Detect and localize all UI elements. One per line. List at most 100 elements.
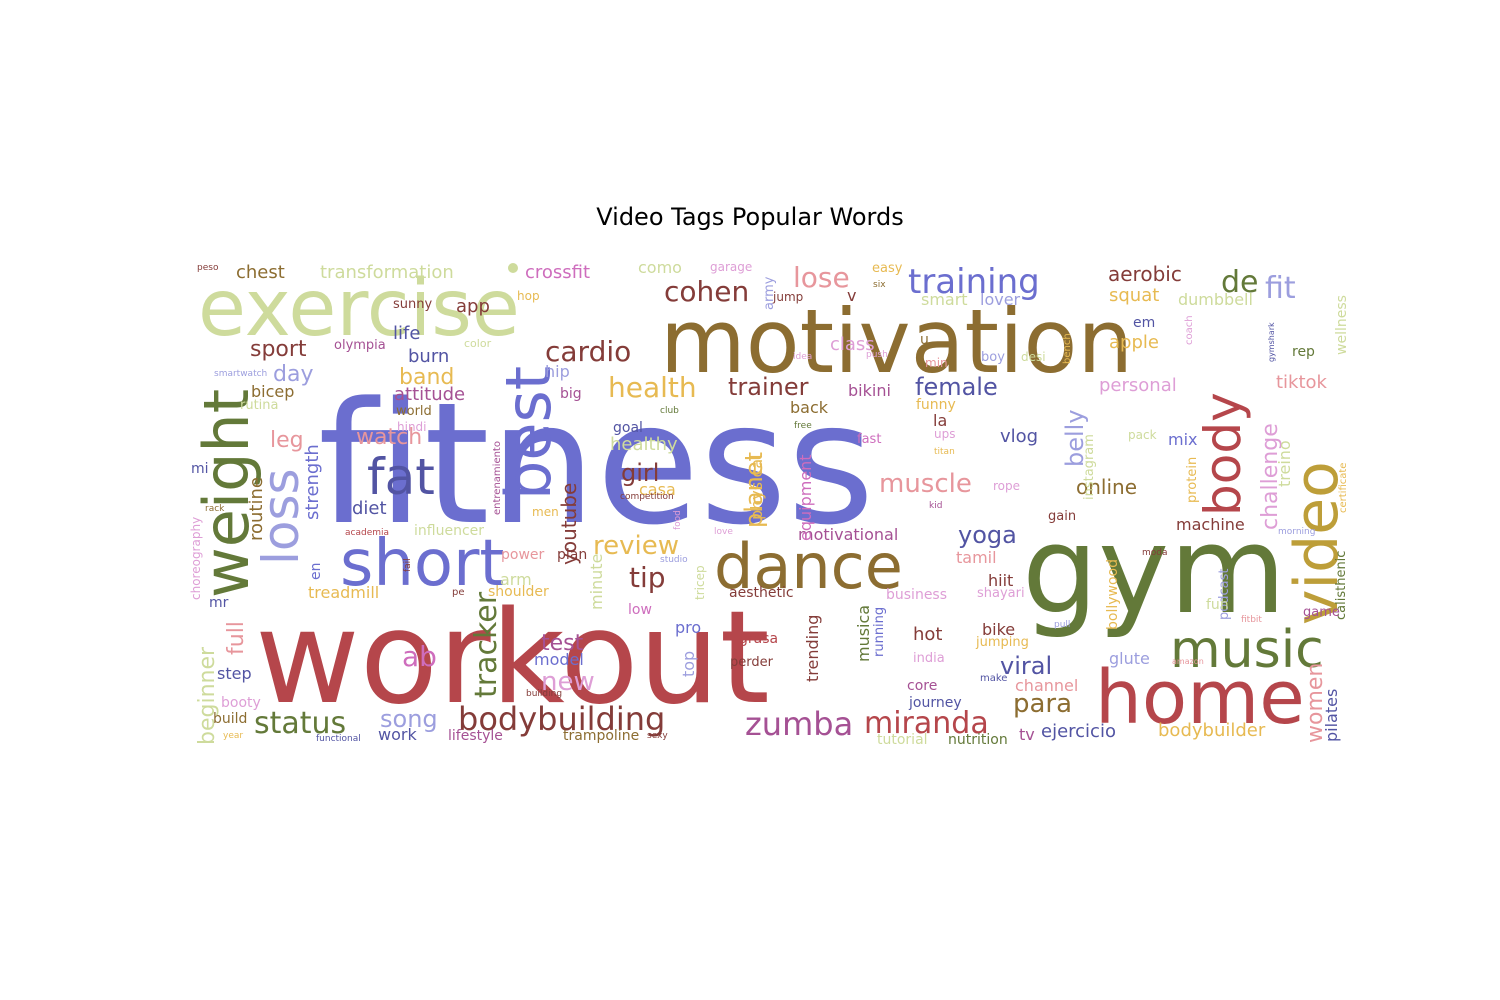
word-glute: glute (1109, 649, 1150, 668)
word-rack: rack (205, 504, 225, 514)
word-titan: titan (934, 447, 955, 457)
word-competition: competition (620, 492, 674, 502)
word-hop: hop (517, 289, 540, 303)
word-crossfit: crossfit (525, 262, 590, 283)
word-cardio: cardio (545, 335, 631, 368)
word-smartwatch: smartwatch (214, 369, 267, 379)
word-perder: perder (730, 655, 774, 670)
word-gym: gym (1022, 502, 1286, 641)
word-day: day (273, 362, 313, 387)
word-choreography: choreography (189, 517, 203, 600)
word-mi: mi (191, 461, 209, 477)
word-core: core (907, 678, 937, 694)
word-burn: burn (408, 346, 449, 367)
word-build: build (213, 711, 247, 727)
word-rep: rep (1292, 344, 1315, 360)
word-sport: sport (250, 337, 307, 362)
word-fat: fat (367, 448, 435, 506)
word-tv: tv (1019, 725, 1035, 744)
word-instagram: instagram (1082, 434, 1097, 500)
word-booty: booty (221, 695, 261, 711)
word-hot: hot (913, 624, 942, 645)
word-health: health (608, 371, 697, 404)
word-shoulder: shoulder (488, 584, 549, 600)
word-bench: bench (1062, 333, 1073, 364)
word-step: step (217, 664, 252, 683)
word-calisthenic: calisthenic (1334, 551, 1349, 620)
word-goal: goal (613, 420, 643, 436)
word-dot-mark (508, 263, 518, 273)
word-tutorial: tutorial (877, 732, 928, 748)
word-musica: musica (854, 605, 873, 662)
word-girl: girl (621, 459, 659, 487)
word-idea: idea (793, 352, 812, 362)
word-female: female (915, 373, 998, 401)
word-fun: fun (1206, 597, 1229, 613)
word-beginner: beginner (195, 646, 220, 745)
word-women: women (1303, 663, 1328, 743)
word-peso: peso (197, 263, 219, 273)
word-dance: dance (714, 530, 903, 603)
word-miranda: miranda (864, 706, 989, 741)
word-watch: watch (356, 425, 422, 450)
word-loss: loss (252, 468, 310, 565)
word-minute: minute (587, 554, 606, 610)
word-hip: hip (545, 362, 570, 381)
word-chest: chest (236, 262, 285, 283)
word-podcast: podcast (1217, 569, 1232, 620)
word-india: india (913, 651, 945, 666)
word-band: band (399, 365, 454, 390)
word-certificate: certificate (1338, 463, 1349, 513)
word-running: running (872, 607, 887, 657)
word-pro: pro (675, 618, 701, 637)
word-rope: rope (993, 479, 1020, 493)
word-year: year (223, 731, 243, 741)
word-treadmill: treadmill (308, 583, 379, 602)
word-yoga: yoga (958, 521, 1017, 549)
word-plan: plan (557, 547, 587, 563)
word-low: low (628, 602, 652, 618)
word-lose: lose (793, 261, 850, 294)
word-gymshark: gymshark (1267, 322, 1276, 362)
word-color: color (464, 337, 492, 350)
word-olympia: olympia (334, 338, 386, 353)
word-aerobic: aerobic (1108, 262, 1182, 286)
word-body: body (1194, 392, 1252, 516)
word-lifestyle: lifestyle (448, 728, 503, 744)
word-casa: casa (639, 480, 676, 499)
word-ups: ups (934, 427, 955, 441)
word-bodybuilding: bodybuilding (458, 700, 665, 738)
word-six: six (873, 280, 886, 290)
word-class: class (830, 334, 875, 355)
word-coach: coach (1184, 315, 1195, 345)
word-hindi: hindi (397, 420, 427, 434)
word-min: min (925, 356, 948, 370)
word-free: free (794, 421, 812, 431)
word-boy: boy (981, 350, 1005, 365)
word-muscle: muscle (879, 469, 972, 499)
word-routine: routine (246, 477, 267, 541)
word-u: u (920, 332, 929, 348)
word-model: model (534, 650, 584, 669)
word-journey: journey (908, 695, 962, 711)
word-treino: treino (1275, 440, 1294, 487)
word-zumba: zumba (745, 705, 853, 743)
word-challenge: challenge (1258, 423, 1283, 530)
word-food: food (673, 510, 683, 530)
word-power: power (501, 547, 545, 563)
word-planet: planet (740, 452, 768, 528)
word-arm: arm (500, 570, 532, 589)
word-protein: protein (1185, 457, 1200, 503)
word-nutrition: nutrition (948, 732, 1008, 748)
word-motivation: motivation (660, 290, 1133, 393)
word-mr: mr (209, 595, 229, 611)
word-love: love (714, 527, 733, 537)
word-workout: workout (255, 584, 770, 733)
word-new: new (541, 667, 595, 697)
word-como: como (638, 258, 682, 277)
word-de: de (1221, 265, 1259, 300)
word-push: push (866, 350, 888, 360)
word-world: world (396, 404, 432, 419)
word-vlog: vlog (1000, 426, 1038, 447)
